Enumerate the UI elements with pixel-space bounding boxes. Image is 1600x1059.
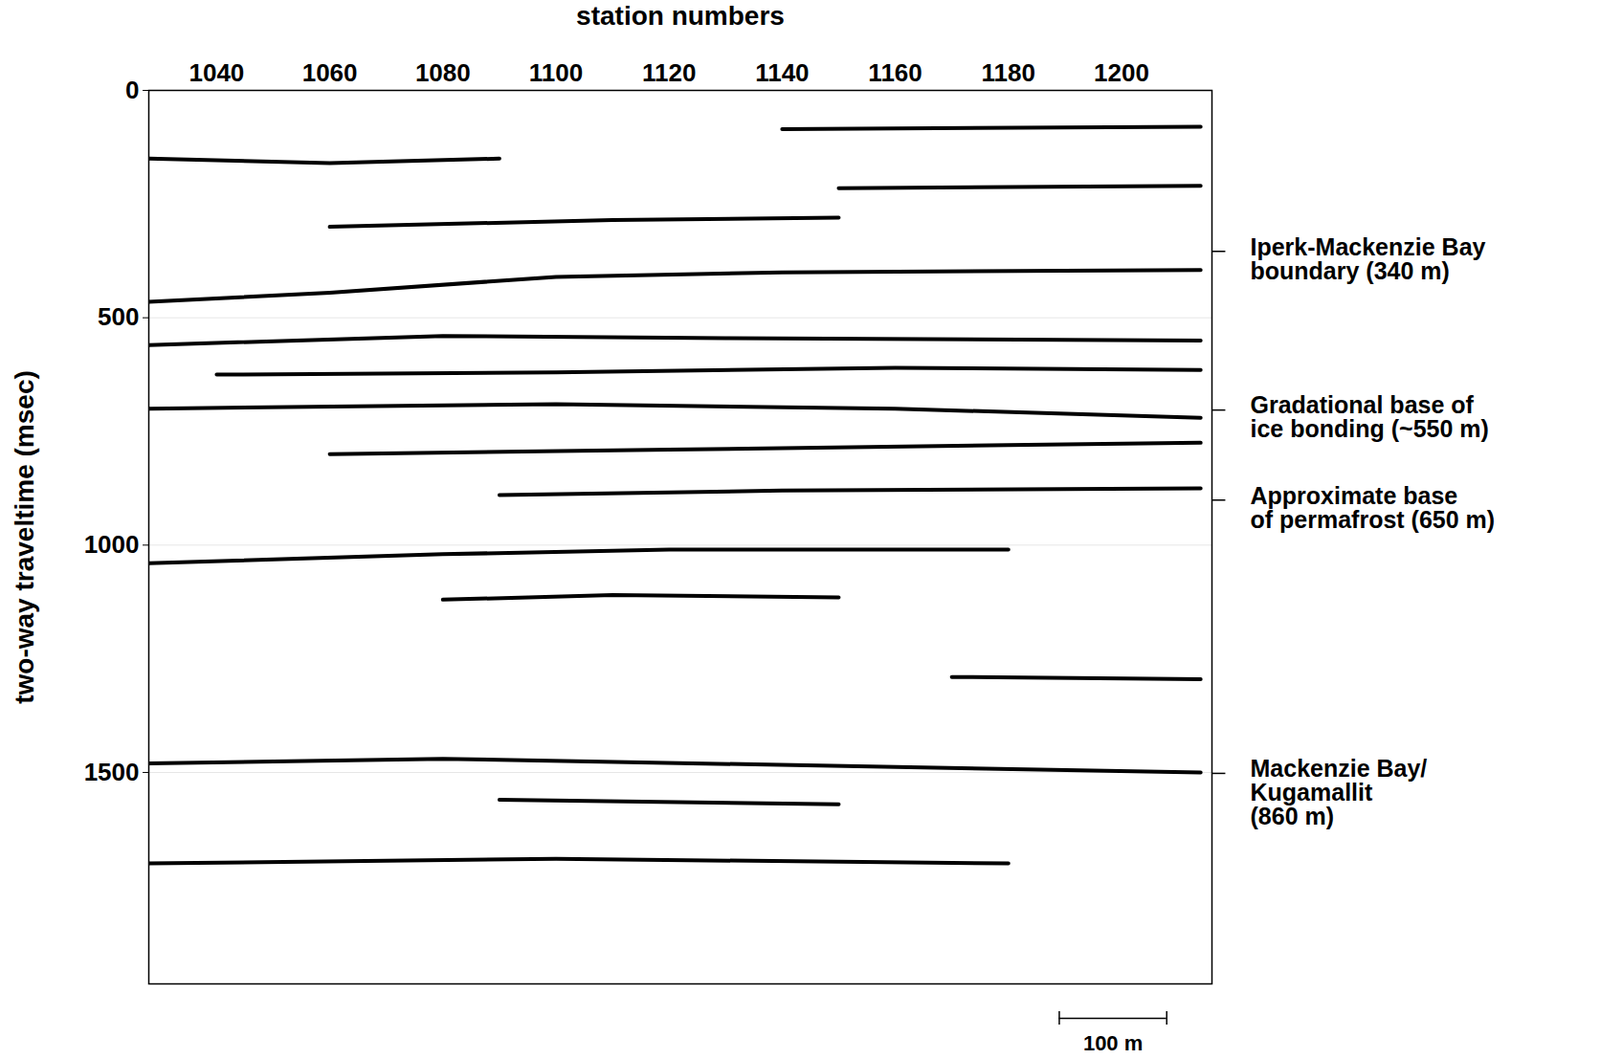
svg-text:100 m: 100 m — [1083, 1031, 1143, 1056]
svg-text:two-way traveltime (msec): two-way traveltime (msec) — [9, 370, 40, 705]
svg-text:1200: 1200 — [1093, 58, 1150, 88]
svg-text:station numbers: station numbers — [576, 0, 785, 31]
svg-text:Iperk-Mackenzie Bayboundary (3: Iperk-Mackenzie Bayboundary (340 m) — [1249, 233, 1486, 285]
svg-text:1500: 1500 — [84, 757, 140, 787]
svg-text:1060: 1060 — [302, 58, 358, 88]
svg-text:1080: 1080 — [415, 58, 471, 88]
svg-text:1120: 1120 — [642, 58, 696, 88]
svg-text:Mackenzie Bay/Kugamallit(860 m: Mackenzie Bay/Kugamallit(860 m) — [1249, 755, 1427, 830]
svg-text:1140: 1140 — [755, 58, 809, 88]
svg-text:1040: 1040 — [188, 58, 245, 88]
svg-text:1160: 1160 — [867, 58, 922, 88]
svg-text:Gradational base ofice bonding: Gradational base ofice bonding (~550 m) — [1249, 391, 1489, 443]
svg-text:1000: 1000 — [84, 530, 140, 559]
svg-text:0: 0 — [125, 75, 139, 105]
svg-text:1180: 1180 — [981, 58, 1036, 88]
svg-text:1100: 1100 — [529, 58, 583, 88]
svg-text:Approximate baseof permafrost: Approximate baseof permafrost (650 m) — [1249, 482, 1495, 534]
svg-text:500: 500 — [97, 302, 139, 332]
